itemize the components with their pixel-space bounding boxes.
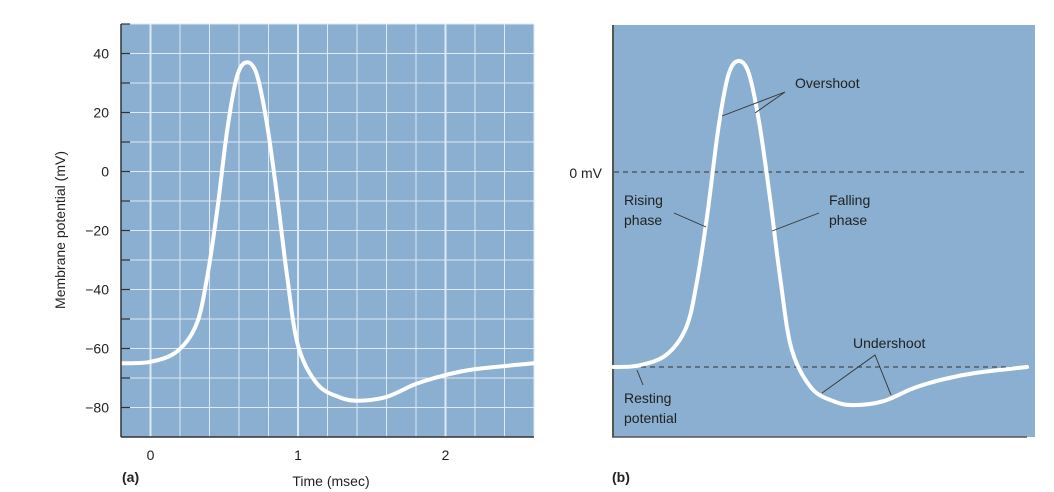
- rising-leader: [673, 212, 707, 228]
- panel-a-label: (a): [122, 469, 139, 485]
- panel-a-x-axis-label: Time (msec): [292, 473, 369, 489]
- falling-label-line1: Falling: [829, 192, 870, 208]
- undershoot-leader: [821, 354, 892, 396]
- overshoot-label: Overshoot: [795, 75, 860, 91]
- y-tick-label: 0: [101, 164, 109, 180]
- resting-label-line2: potential: [624, 410, 677, 426]
- resting-leader: [636, 369, 644, 386]
- x-tick-label: 2: [442, 447, 450, 463]
- y-tick-label: −20: [85, 223, 109, 239]
- panel-b-action-potential-curve: [611, 58, 1029, 408]
- rising-label-line2: phase: [624, 212, 662, 228]
- panel-a-ticks: 40 20 0 −20 −40 −60 −80 0 1 2: [85, 23, 450, 463]
- panel-b-label: (b): [612, 469, 630, 485]
- panel-a-membrane-potential-curve: [119, 60, 536, 403]
- leader-lines: [636, 91, 892, 396]
- y-tick-label: −80: [85, 400, 109, 416]
- y-tick-label: 40: [93, 46, 109, 62]
- falling-leader: [771, 212, 820, 232]
- panel-a: 40 20 0 −20 −40 −60 −80 0 1 2 Time (msec) Membran…: [52, 23, 536, 489]
- panel-b: 0 mV Overshoot Rising phase Falling phas…: [569, 25, 1035, 485]
- y-tick-label: −60: [85, 341, 109, 357]
- panel-a-grid: [121, 23, 535, 437]
- rising-label-line1: Rising: [624, 192, 663, 208]
- x-tick-label: 0: [147, 447, 155, 463]
- overshoot-leader: [721, 91, 786, 117]
- panel-a-y-axis-label: Membrane potential (mV): [52, 151, 68, 309]
- falling-label-line2: phase: [829, 212, 867, 228]
- panel-b-plot-area: [612, 25, 1035, 437]
- x-tick-label: 1: [294, 447, 302, 463]
- y-tick-label: 20: [93, 105, 109, 121]
- undershoot-label: Undershoot: [853, 335, 925, 351]
- resting-label-line1: Resting: [624, 390, 671, 406]
- zero-mv-label: 0 mV: [569, 165, 602, 181]
- y-tick-label: −40: [85, 282, 109, 298]
